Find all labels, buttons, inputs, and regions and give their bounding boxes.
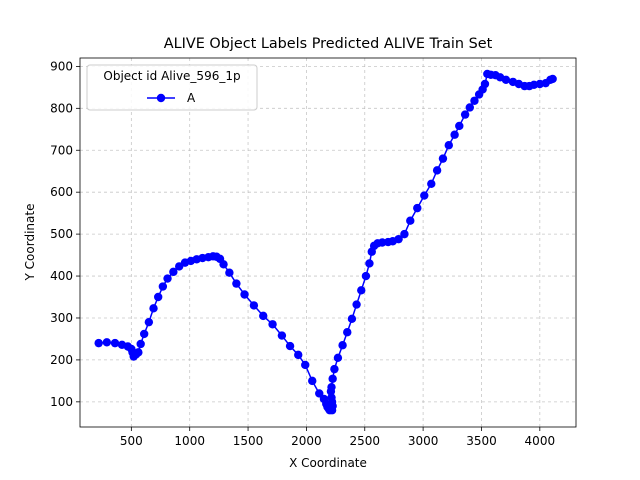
data-point [259,311,268,321]
data-point [361,271,371,281]
data-point [134,348,143,357]
data-point [315,389,324,398]
data-point [333,353,343,363]
data-point [480,79,490,89]
y-tick-label: 800 [50,101,73,115]
x-tick-label: 1000 [174,434,205,448]
x-axis-label: X Coordinate [289,456,367,470]
data-point [110,338,120,348]
data-point [153,292,163,302]
data-point [102,338,112,347]
x-axis-ticks: 500 1000 1500 2000 2500 3000 3500 4000 [120,427,555,448]
data-point [240,290,249,299]
data-point [400,229,409,239]
data-point [294,350,303,360]
data-point [277,331,287,340]
series-layer [94,69,557,415]
y-tick-label: 600 [50,185,73,199]
data-point [365,259,374,268]
data-point [249,301,259,310]
y-tick-label: 500 [50,227,73,241]
data-point [268,320,277,329]
data-point [285,341,295,351]
y-tick-label: 400 [50,269,73,283]
data-point [501,75,511,85]
x-tick-label: 500 [120,434,143,448]
data-point [136,339,145,349]
data-point [158,282,168,291]
legend: Object id Alive_596_1p A [86,64,258,111]
data-point [432,166,442,175]
x-tick-label: 2000 [291,434,322,448]
y-tick-label: 200 [50,353,73,367]
data-point [232,279,241,288]
data-point [330,364,339,374]
x-tick-label: 1500 [233,434,264,448]
data-point [460,110,470,119]
x-tick-label: 3500 [466,434,497,448]
data-point [225,268,234,277]
y-axis-ticks: 100 200 300 400 500 600 700 800 900 [50,59,80,409]
y-tick-label: 100 [50,395,73,409]
x-tick-label: 2500 [349,434,380,448]
data-point [548,74,557,84]
data-point [352,300,361,309]
data-point [450,130,459,139]
data-point [465,103,474,112]
legend-marker [156,93,166,103]
data-point [470,96,479,105]
data-point [163,274,172,283]
data-point [169,267,178,277]
data-point [219,260,228,269]
data-point [357,286,366,295]
data-point [301,360,310,370]
data-point [438,154,448,163]
data-point [327,393,336,402]
data-point [144,317,154,327]
data-point [149,304,158,313]
legend-box [86,64,258,111]
data-point [406,216,415,225]
data-point [328,374,337,383]
data-point [308,376,317,386]
y-tick-label: 300 [50,311,73,325]
legend-entry-label: A [187,91,196,105]
data-point [139,329,149,339]
data-point [413,203,422,213]
y-tick-label: 900 [50,59,73,73]
y-axis-label: Y Coordinate [23,204,37,282]
data-point [338,341,347,350]
chart-title: ALIVE Object Labels Predicted ALIVE Trai… [164,36,493,52]
data-point [343,328,352,337]
data-point [427,179,436,188]
data-point [420,191,429,200]
data-point [394,234,403,244]
data-point [327,382,336,392]
data-point [455,121,464,131]
x-tick-label: 4000 [525,434,556,448]
plot-area-frame [79,57,577,428]
data-point [444,141,453,150]
legend-title: Object id Alive_596_1p [103,69,240,83]
x-tick-label: 3000 [408,434,439,448]
data-point [94,338,103,348]
data-point [347,314,357,324]
y-tick-label: 700 [50,143,73,157]
